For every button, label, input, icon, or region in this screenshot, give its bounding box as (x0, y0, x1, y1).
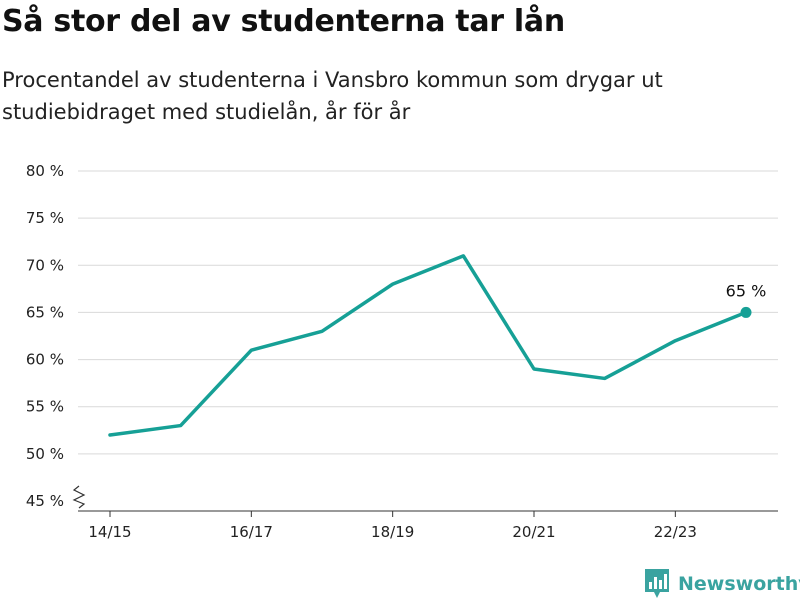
series-line (108, 254, 748, 437)
last-point-label: 65 % (726, 281, 767, 300)
x-tick-label: 16/17 (230, 523, 273, 541)
y-tick-label: 55 % (26, 398, 64, 416)
x-tick-label: 18/19 (371, 523, 414, 541)
y-tick-label: 80 % (26, 162, 64, 180)
y-tick-label: 75 % (26, 209, 64, 227)
x-tick-label: 20/21 (512, 523, 555, 541)
y-tick-label: 60 % (26, 351, 64, 369)
y-tick-label: 70 % (26, 256, 64, 274)
chart-subtitle: Procentandel av studenterna i Vansbro ko… (2, 68, 663, 124)
brand-name: Newsworthy (678, 573, 800, 595)
y-tick-label: 65 % (26, 303, 64, 321)
x-tick-label: 22/23 (654, 523, 697, 541)
chart-title: Så stor del av studenterna tar lån (2, 4, 565, 39)
y-tick-label: 45 % (26, 492, 64, 510)
brand-logo: Newsworthy (644, 568, 800, 600)
y-tick-label: 50 % (26, 445, 64, 463)
axis-break-icon (72, 485, 86, 509)
x-tick-label: 14/15 (88, 523, 131, 541)
newsworthy-logo-icon (645, 569, 669, 598)
last-point-marker (740, 306, 752, 318)
